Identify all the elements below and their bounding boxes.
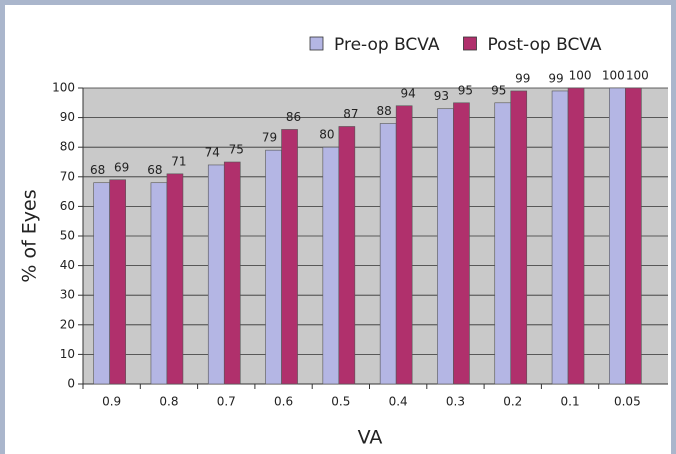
data-label: 100 xyxy=(626,69,649,83)
bar xyxy=(281,129,298,385)
y-tick-label: 30 xyxy=(60,288,75,302)
y-tick-label: 0 xyxy=(67,377,75,391)
x-tick-label: 0.7 xyxy=(217,395,236,409)
data-label: 100 xyxy=(602,69,625,83)
x-tick-label: 0.9 xyxy=(102,395,121,409)
bar xyxy=(551,90,569,385)
data-label: 68 xyxy=(147,163,162,177)
y-tick-label: 80 xyxy=(60,140,75,154)
data-label: 95 xyxy=(491,83,506,97)
x-tick-label: 0.2 xyxy=(503,395,522,409)
data-label: 86 xyxy=(286,110,301,124)
y-tick-label: 10 xyxy=(60,347,75,361)
data-label: 79 xyxy=(262,131,277,145)
bar xyxy=(93,182,110,385)
bar xyxy=(207,164,225,385)
data-label: 95 xyxy=(458,83,473,97)
data-label: 100 xyxy=(569,69,592,83)
y-tick-label: 60 xyxy=(60,199,75,213)
bar xyxy=(338,126,356,385)
bar xyxy=(322,146,340,385)
y-tick-label: 40 xyxy=(60,258,75,272)
x-tick-label: 0.05 xyxy=(614,395,641,409)
bar xyxy=(395,105,413,385)
y-tick-label: 70 xyxy=(60,169,75,183)
y-tick-label: 50 xyxy=(60,229,75,243)
x-tick-label: 0.1 xyxy=(561,395,580,409)
bar xyxy=(625,87,642,385)
bar xyxy=(609,87,626,385)
bar xyxy=(109,179,126,385)
bar xyxy=(265,149,282,385)
data-label: 71 xyxy=(171,154,186,168)
data-label: 93 xyxy=(434,89,449,103)
bar xyxy=(453,102,470,385)
data-label: 75 xyxy=(229,143,244,157)
bar xyxy=(223,161,241,385)
bar xyxy=(166,173,184,385)
legend-swatch xyxy=(463,36,477,51)
x-tick-label: 0.3 xyxy=(446,395,465,409)
data-label: 68 xyxy=(90,163,105,177)
y-tick-label: 20 xyxy=(60,317,75,331)
y-tick-label: 100 xyxy=(52,81,75,95)
legend-label: Pre-op BCVA xyxy=(334,35,440,55)
data-label: 80 xyxy=(319,128,334,142)
data-label: 99 xyxy=(515,71,530,85)
bar xyxy=(510,90,528,385)
y-tick-label: 90 xyxy=(60,110,75,124)
x-tick-label: 0.6 xyxy=(274,395,293,409)
bar xyxy=(494,102,512,385)
bar xyxy=(567,87,585,385)
y-axis-label: % of Eyes xyxy=(19,189,41,282)
legend-swatch xyxy=(309,36,324,51)
data-label: 88 xyxy=(377,104,392,118)
bar xyxy=(379,123,397,385)
x-tick-label: 0.8 xyxy=(159,395,178,409)
x-axis-label: VA xyxy=(358,427,383,449)
legend-label: Post-op BCVA xyxy=(487,35,601,55)
x-tick-label: 0.4 xyxy=(389,395,408,409)
bar xyxy=(150,182,168,385)
data-label: 94 xyxy=(401,86,416,100)
data-label: 99 xyxy=(548,71,563,85)
data-label: 69 xyxy=(114,160,129,174)
x-tick-label: 0.5 xyxy=(331,395,350,409)
data-label: 87 xyxy=(343,107,358,121)
bar xyxy=(437,108,454,385)
data-label: 74 xyxy=(205,145,220,159)
